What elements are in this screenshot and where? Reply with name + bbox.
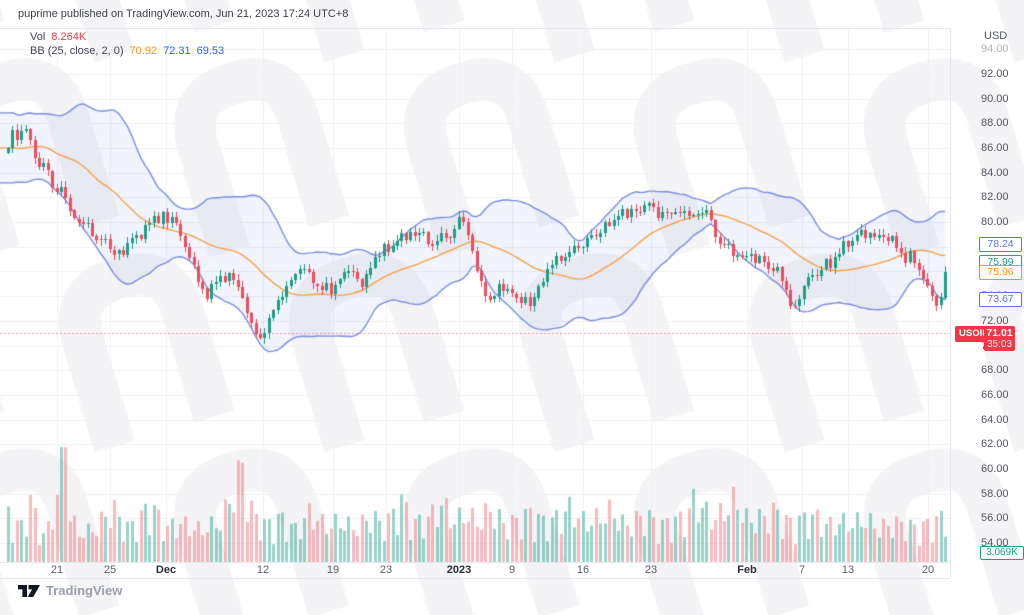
bb-legend[interactable]: BB (25, close, 2, 0) 70.92 72.31 69.53 (30, 45, 230, 57)
price-axis-border (950, 28, 951, 578)
price-axis-label: 80.00 (981, 216, 1009, 228)
price-axis-label: 60.00 (981, 463, 1009, 475)
bb-upper-value: 72.31 (163, 45, 191, 57)
bb-basis-value: 70.92 (129, 45, 158, 57)
time-tick-label: 25 (103, 564, 117, 576)
time-tick-label: 13 (841, 564, 855, 576)
volume-value-tag: 3.069K (980, 546, 1024, 560)
price-axis-label: 66.00 (981, 388, 1009, 401)
price-axis-label: 68.00 (981, 364, 1009, 377)
tradingview-logo[interactable]: TradingView (18, 583, 122, 598)
volume-legend-label: Vol (30, 31, 46, 43)
upper-band-price-tag: 78.24 (979, 237, 1022, 252)
price-axis-label: 86.00 (981, 141, 1009, 154)
time-tick-label: 20 (921, 564, 935, 576)
time-tick-label: Feb (737, 564, 757, 576)
time-tick-label: Dec (155, 564, 177, 576)
basis-price-tag: 75.96 (979, 265, 1022, 280)
time-tick-label: 23 (379, 564, 393, 576)
price-axis-label: 84.00 (981, 166, 1009, 179)
price-axis-label: 62.00 (981, 438, 1009, 451)
tradingview-logo-text: TradingView (46, 583, 123, 598)
bb-legend-label: BB (25, close, 2, 0) (30, 45, 124, 57)
countdown-timer: 35:03 (986, 339, 1013, 350)
price-axis-label: 72.00 (981, 314, 1009, 327)
volume-legend-value: 8.264K (51, 31, 87, 43)
time-axis-top-border (0, 562, 950, 563)
time-scale[interactable]: 21 25 Dec 12 19 23 2023 9 16 23 Feb 7 13 20 (0, 562, 950, 578)
volume-legend[interactable]: Vol 8.264K (30, 31, 92, 43)
attribution-text: puprime published on TradingView.com, Ju… (18, 8, 349, 20)
lower-band-price-tag: 73.67 (979, 292, 1022, 307)
time-tick-label: 23 (644, 564, 658, 576)
tradingview-logo-icon (18, 584, 40, 597)
time-tick-label: 2023 (446, 564, 472, 576)
usoil-price-box: 71.01 35:03 (984, 326, 1015, 351)
time-tick-label: 7 (798, 564, 806, 576)
price-axis-label: 88.00 (981, 117, 1009, 130)
pane-top-border (0, 28, 950, 29)
price-axis-label: 94.00 (981, 43, 1009, 56)
currency-label: USD (984, 30, 1008, 42)
usoil-symbol-tag: USOIL (955, 326, 993, 342)
bb-lower-value: 69.53 (196, 45, 225, 57)
price-axis-label: 56.00 (981, 512, 1009, 525)
price-axis-label: 92.00 (981, 67, 1009, 80)
time-tick-label: 9 (508, 564, 516, 576)
time-tick-label: 12 (256, 564, 270, 576)
time-axis-bottom-border (0, 578, 950, 579)
time-tick-label: 21 (50, 564, 64, 576)
time-tick-label: 16 (576, 564, 590, 576)
price-axis-label: 90.00 (981, 92, 1009, 105)
price-axis-label: 64.00 (981, 413, 1009, 426)
time-tick-label: 19 (326, 564, 340, 576)
price-axis-label: 58.00 (981, 487, 1009, 500)
price-axis-label: 82.00 (981, 191, 1009, 204)
usoil-price-tag: 71.01 (986, 327, 1013, 339)
